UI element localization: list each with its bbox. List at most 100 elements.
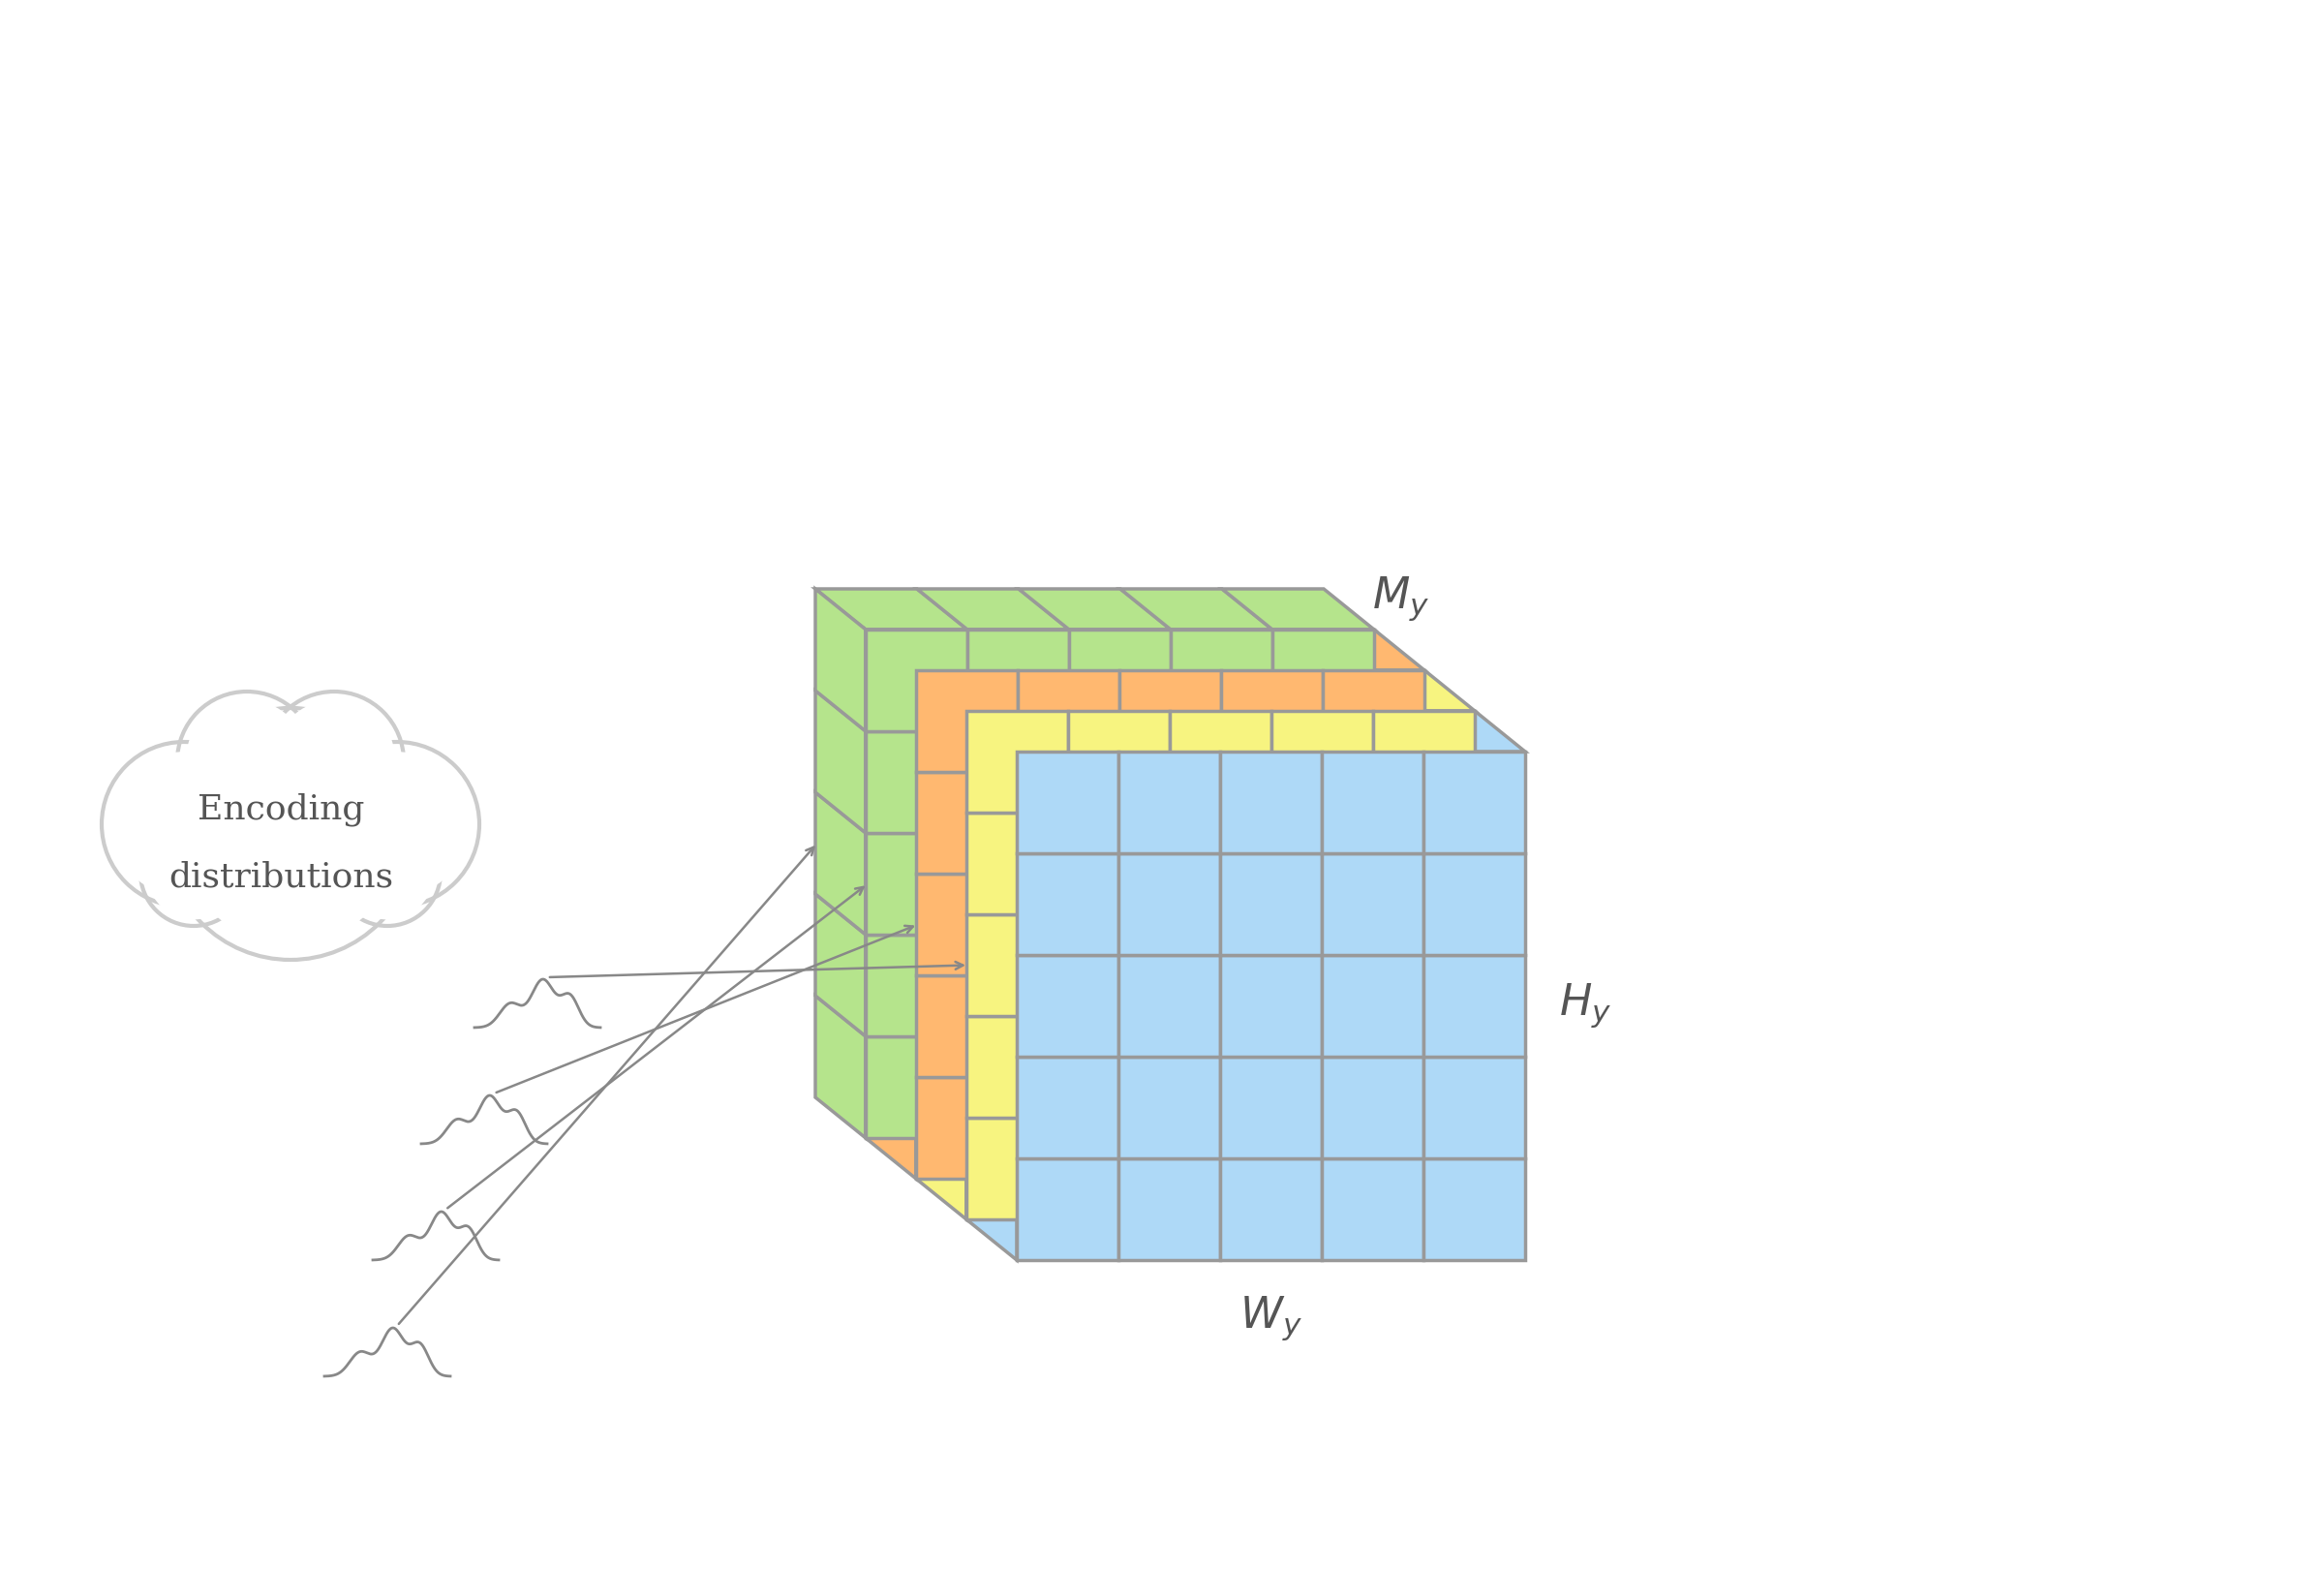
Polygon shape <box>1018 853 1118 955</box>
Polygon shape <box>1222 589 1373 630</box>
Polygon shape <box>1069 711 1220 752</box>
Text: distributions: distributions <box>167 860 393 893</box>
Polygon shape <box>816 589 865 732</box>
Polygon shape <box>918 589 1069 630</box>
Polygon shape <box>1069 813 1169 914</box>
Polygon shape <box>916 975 967 1118</box>
Polygon shape <box>1373 914 1476 1016</box>
Polygon shape <box>1018 955 1118 1057</box>
Polygon shape <box>1274 934 1373 1036</box>
Circle shape <box>265 691 404 831</box>
Polygon shape <box>1171 1036 1274 1138</box>
Polygon shape <box>1220 873 1322 975</box>
Polygon shape <box>1271 711 1422 752</box>
Text: $H_y$: $H_y$ <box>1559 981 1611 1030</box>
Polygon shape <box>967 711 1018 853</box>
Polygon shape <box>1118 853 1220 955</box>
Polygon shape <box>1322 670 1476 711</box>
Polygon shape <box>916 670 1069 711</box>
Circle shape <box>342 826 435 920</box>
Polygon shape <box>816 793 865 934</box>
Polygon shape <box>1069 1118 1169 1220</box>
Polygon shape <box>1169 1118 1271 1220</box>
Polygon shape <box>967 630 1069 732</box>
Polygon shape <box>1171 834 1274 934</box>
Polygon shape <box>1018 670 1120 772</box>
Polygon shape <box>1271 1016 1373 1118</box>
Polygon shape <box>1120 670 1271 711</box>
Polygon shape <box>1069 834 1171 934</box>
Polygon shape <box>916 975 1018 1077</box>
Polygon shape <box>1018 1159 1118 1261</box>
Polygon shape <box>967 934 1069 1036</box>
Polygon shape <box>1373 1118 1476 1220</box>
Polygon shape <box>1220 975 1322 1077</box>
Polygon shape <box>1018 772 1120 873</box>
Polygon shape <box>1120 589 1274 630</box>
Polygon shape <box>967 1036 1069 1138</box>
Polygon shape <box>1018 752 1118 853</box>
Polygon shape <box>967 732 1069 834</box>
Polygon shape <box>1220 752 1322 853</box>
Polygon shape <box>967 813 1018 955</box>
Polygon shape <box>1069 732 1171 834</box>
Polygon shape <box>1069 630 1220 670</box>
Polygon shape <box>1220 1057 1322 1159</box>
Polygon shape <box>1271 1118 1373 1220</box>
Polygon shape <box>1171 630 1274 732</box>
Polygon shape <box>1018 589 1171 630</box>
Circle shape <box>179 724 402 945</box>
Polygon shape <box>1018 873 1120 975</box>
Circle shape <box>314 743 479 906</box>
Polygon shape <box>1322 1057 1422 1159</box>
Polygon shape <box>1118 752 1220 853</box>
Polygon shape <box>865 1036 916 1179</box>
Polygon shape <box>1220 1159 1322 1261</box>
Polygon shape <box>1271 914 1373 1016</box>
Polygon shape <box>1069 630 1171 732</box>
Polygon shape <box>1322 772 1425 873</box>
Polygon shape <box>1171 732 1274 834</box>
Polygon shape <box>916 772 1018 873</box>
Polygon shape <box>1322 1159 1422 1261</box>
Polygon shape <box>1069 914 1169 1016</box>
Polygon shape <box>865 934 916 1077</box>
Circle shape <box>146 826 242 920</box>
Circle shape <box>335 820 442 926</box>
Polygon shape <box>1118 955 1220 1057</box>
Circle shape <box>112 752 256 896</box>
Polygon shape <box>1373 1016 1476 1118</box>
Polygon shape <box>1373 711 1525 752</box>
Polygon shape <box>967 813 1069 914</box>
Polygon shape <box>1220 670 1322 772</box>
Polygon shape <box>916 772 967 914</box>
Polygon shape <box>1422 752 1525 853</box>
Text: $M_y$: $M_y$ <box>1371 575 1429 623</box>
Polygon shape <box>816 691 865 834</box>
Polygon shape <box>1118 1057 1220 1159</box>
Polygon shape <box>1220 1077 1322 1179</box>
Circle shape <box>102 743 267 906</box>
Polygon shape <box>1118 1159 1220 1261</box>
Polygon shape <box>1422 1159 1525 1261</box>
Polygon shape <box>916 1077 967 1220</box>
Polygon shape <box>1274 630 1425 670</box>
Polygon shape <box>865 1036 967 1138</box>
Polygon shape <box>865 732 916 873</box>
Polygon shape <box>1069 711 1169 813</box>
Polygon shape <box>1169 711 1271 813</box>
Polygon shape <box>1018 1077 1120 1179</box>
Polygon shape <box>967 1016 1018 1159</box>
Polygon shape <box>1322 975 1425 1077</box>
Polygon shape <box>1322 752 1422 853</box>
Polygon shape <box>865 630 916 772</box>
Circle shape <box>139 820 246 926</box>
Polygon shape <box>967 1118 1018 1261</box>
Circle shape <box>325 752 469 896</box>
Polygon shape <box>1169 813 1271 914</box>
Text: $W_y$: $W_y$ <box>1239 1294 1301 1342</box>
Polygon shape <box>1018 670 1169 711</box>
Polygon shape <box>967 914 1069 1016</box>
Polygon shape <box>1220 853 1322 955</box>
Polygon shape <box>1069 934 1171 1036</box>
